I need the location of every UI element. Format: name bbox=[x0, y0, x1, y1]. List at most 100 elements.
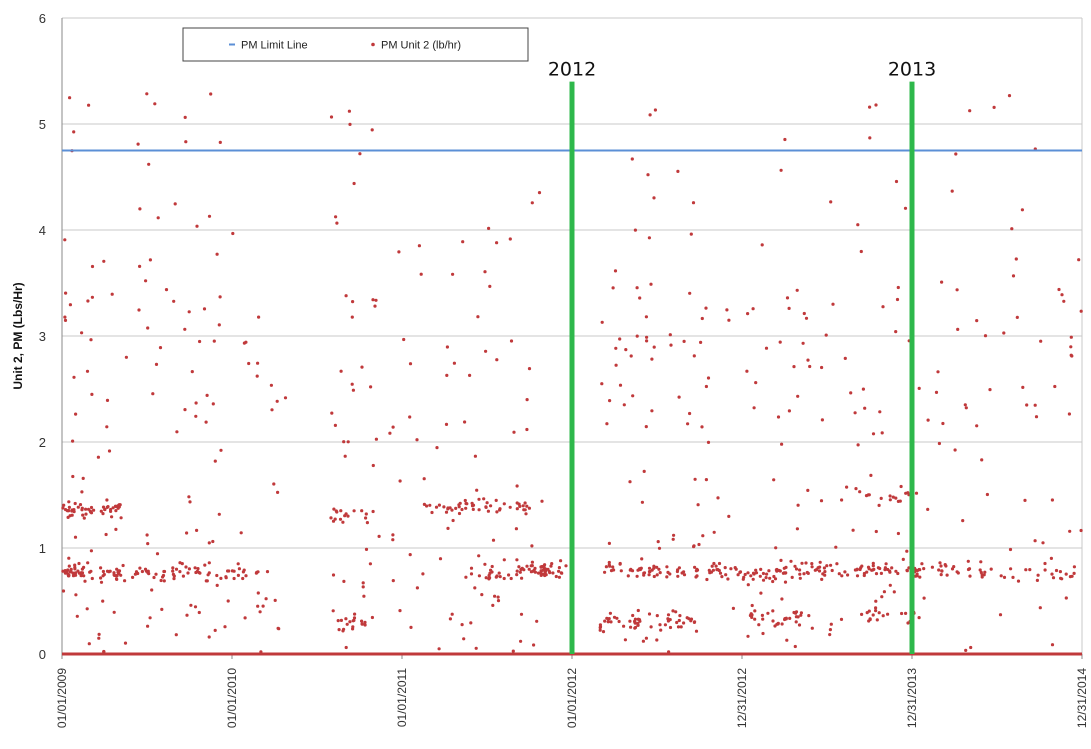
data-point bbox=[463, 420, 467, 424]
data-point bbox=[799, 613, 803, 617]
data-point bbox=[119, 516, 123, 520]
data-point bbox=[557, 569, 561, 573]
data-point bbox=[80, 331, 84, 335]
y-tick-label: 0 bbox=[39, 647, 46, 662]
data-point bbox=[789, 559, 793, 563]
data-point bbox=[344, 645, 348, 650]
data-point bbox=[644, 315, 649, 319]
data-point bbox=[815, 568, 819, 572]
data-point bbox=[430, 510, 434, 515]
data-point bbox=[197, 570, 201, 575]
data-point bbox=[374, 298, 378, 302]
data-point bbox=[655, 565, 659, 569]
data-point bbox=[854, 487, 858, 491]
data-point bbox=[148, 616, 152, 620]
data-point bbox=[655, 638, 659, 642]
data-point bbox=[937, 568, 941, 572]
data-point bbox=[195, 528, 199, 533]
data-point bbox=[609, 569, 614, 573]
data-point bbox=[980, 575, 984, 579]
data-point bbox=[63, 238, 67, 242]
data-point bbox=[871, 613, 875, 617]
data-point bbox=[896, 571, 900, 576]
data-point bbox=[515, 507, 519, 511]
data-point bbox=[178, 570, 182, 574]
data-point bbox=[649, 282, 653, 286]
data-point bbox=[451, 518, 455, 523]
data-point bbox=[754, 571, 759, 575]
data-point bbox=[335, 510, 339, 514]
data-point bbox=[834, 545, 838, 549]
data-point bbox=[172, 299, 176, 303]
data-point bbox=[1025, 403, 1029, 407]
data-point bbox=[81, 476, 85, 480]
data-point bbox=[782, 566, 786, 570]
data-point bbox=[1024, 568, 1028, 572]
data-point bbox=[86, 299, 90, 303]
data-point bbox=[475, 488, 479, 492]
data-point bbox=[102, 649, 106, 654]
data-point bbox=[1064, 596, 1068, 600]
data-point bbox=[370, 128, 374, 132]
data-point bbox=[874, 572, 879, 576]
data-point bbox=[1020, 208, 1024, 212]
data-point bbox=[798, 568, 802, 572]
data-point bbox=[331, 573, 336, 577]
data-point bbox=[888, 583, 892, 587]
data-point bbox=[896, 499, 901, 503]
data-point bbox=[417, 244, 421, 248]
data-point bbox=[159, 578, 163, 583]
data-point bbox=[742, 575, 746, 579]
data-point bbox=[819, 499, 824, 503]
data-point bbox=[605, 422, 609, 426]
data-point bbox=[968, 109, 972, 113]
data-point bbox=[535, 619, 539, 623]
data-point bbox=[894, 496, 898, 500]
data-point bbox=[360, 509, 364, 513]
data-point bbox=[853, 411, 857, 415]
data-point bbox=[184, 140, 188, 144]
data-point bbox=[107, 449, 112, 453]
data-point bbox=[906, 491, 910, 495]
year-marker-label: 2013 bbox=[888, 59, 936, 81]
data-point bbox=[604, 565, 609, 569]
x-tick-labels: 01/01/2009 01/01/2010 01/01/2011 01/01/2012… bbox=[55, 654, 1089, 728]
data-point bbox=[677, 566, 682, 570]
data-point bbox=[738, 570, 742, 575]
data-point bbox=[112, 610, 116, 614]
data-point bbox=[446, 526, 450, 531]
data-point bbox=[714, 564, 718, 568]
data-point bbox=[101, 505, 106, 509]
data-point bbox=[261, 604, 265, 608]
data-point bbox=[463, 498, 467, 503]
data-point bbox=[917, 616, 921, 620]
data-point bbox=[482, 497, 486, 501]
data-point bbox=[346, 514, 350, 518]
data-point bbox=[164, 288, 169, 292]
data-point bbox=[894, 179, 899, 184]
data-point bbox=[1007, 94, 1012, 98]
data-point bbox=[80, 490, 84, 494]
data-point bbox=[483, 562, 487, 566]
data-point bbox=[415, 586, 419, 590]
y-tick-label: 5 bbox=[39, 117, 46, 132]
data-point bbox=[688, 291, 692, 295]
data-point bbox=[630, 157, 634, 161]
data-point bbox=[180, 562, 184, 566]
data-point bbox=[527, 567, 531, 571]
data-point bbox=[264, 597, 268, 601]
data-point bbox=[768, 576, 772, 580]
data-point bbox=[1039, 339, 1043, 343]
data-point bbox=[114, 504, 118, 509]
data-point bbox=[807, 614, 811, 618]
data-point bbox=[861, 387, 866, 391]
data-point bbox=[402, 337, 406, 342]
data-point bbox=[364, 547, 369, 552]
data-point bbox=[806, 571, 810, 576]
data-point bbox=[217, 512, 221, 516]
data-point bbox=[938, 561, 942, 565]
data-point bbox=[751, 577, 755, 581]
data-point bbox=[350, 382, 354, 386]
data-point bbox=[495, 574, 499, 578]
data-point bbox=[329, 516, 333, 520]
